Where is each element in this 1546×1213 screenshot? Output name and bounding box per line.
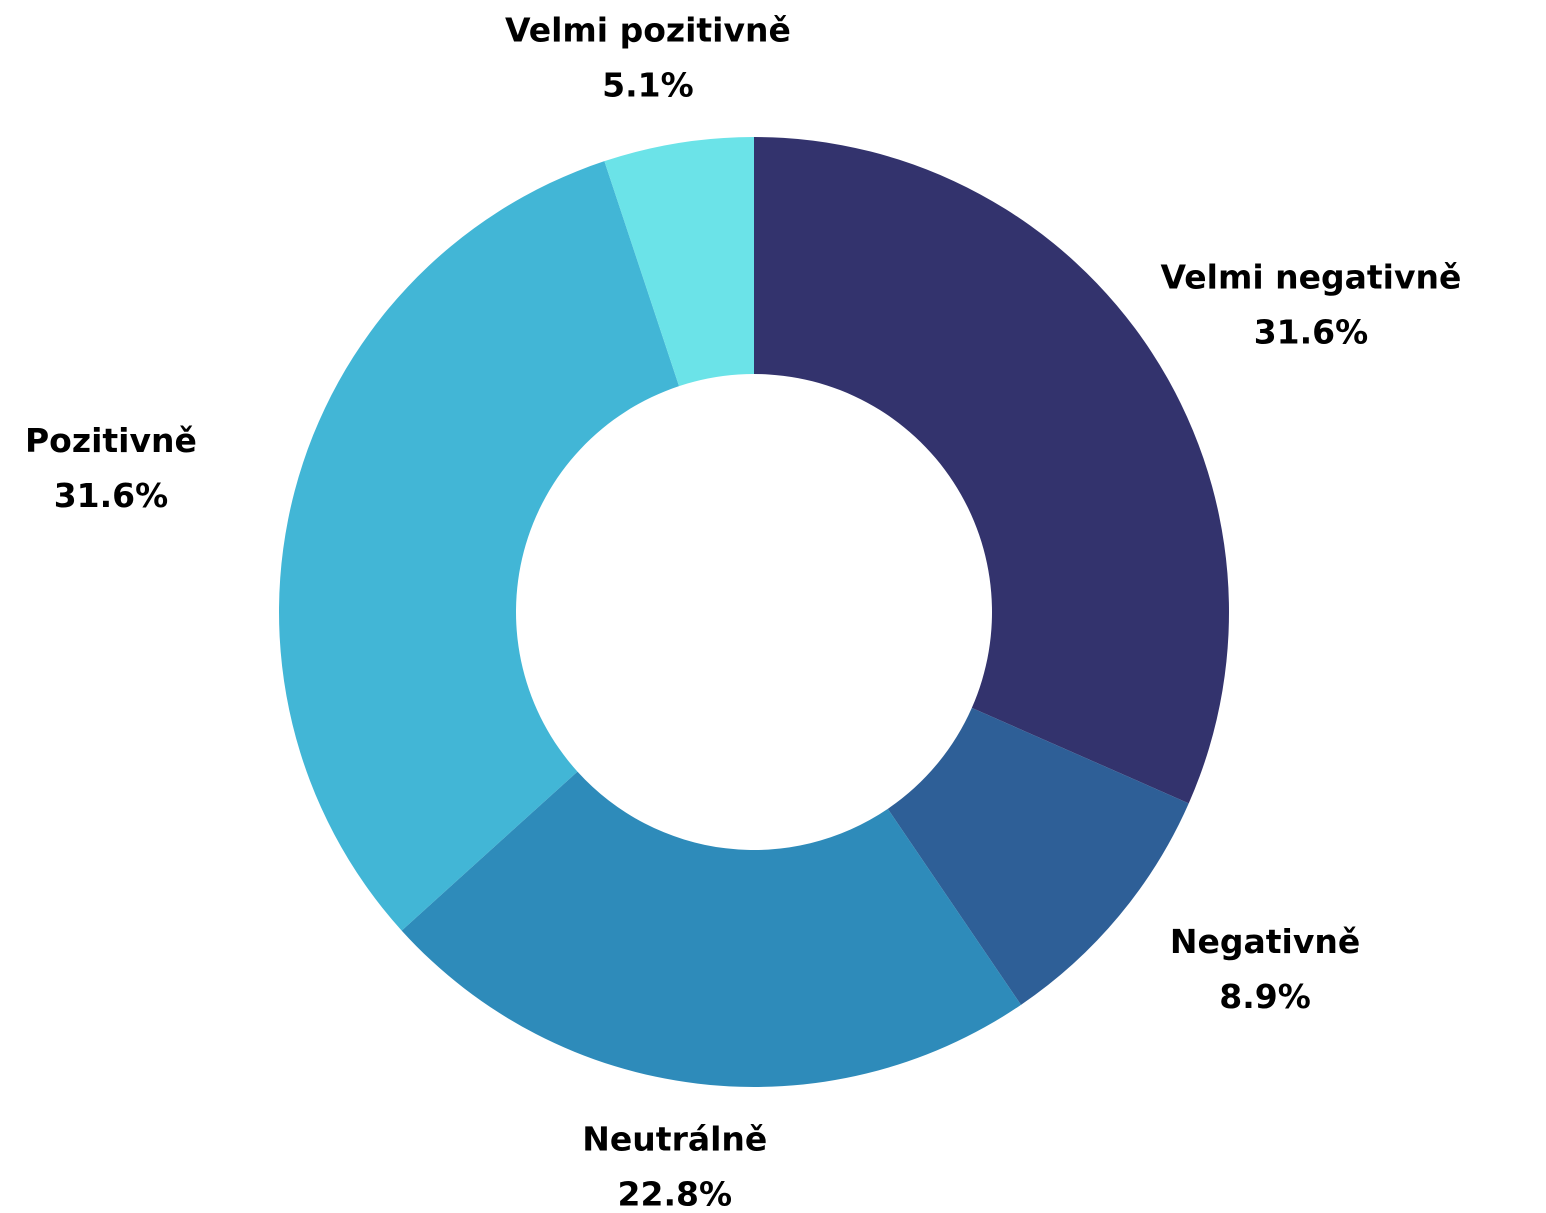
slice-label: Velmi pozitivně <box>505 11 791 50</box>
donut-slice <box>401 771 1021 1087</box>
slice-label: Pozitivně <box>25 421 197 460</box>
slice-value: 31.6% <box>54 476 169 515</box>
slice-value: 22.8% <box>618 1175 733 1213</box>
donut-slice <box>887 707 1189 1005</box>
slice-label: Negativně <box>1170 922 1360 961</box>
donut-slice <box>604 137 754 387</box>
donut-slice <box>754 137 1229 804</box>
donut-slice <box>279 161 680 931</box>
slice-label: Neutrálně <box>582 1120 767 1159</box>
slice-label: Velmi negativně <box>1161 258 1462 297</box>
slice-value: 8.9% <box>1219 977 1311 1016</box>
slice-value: 5.1% <box>602 66 694 105</box>
slice-value: 31.6% <box>1254 313 1369 352</box>
